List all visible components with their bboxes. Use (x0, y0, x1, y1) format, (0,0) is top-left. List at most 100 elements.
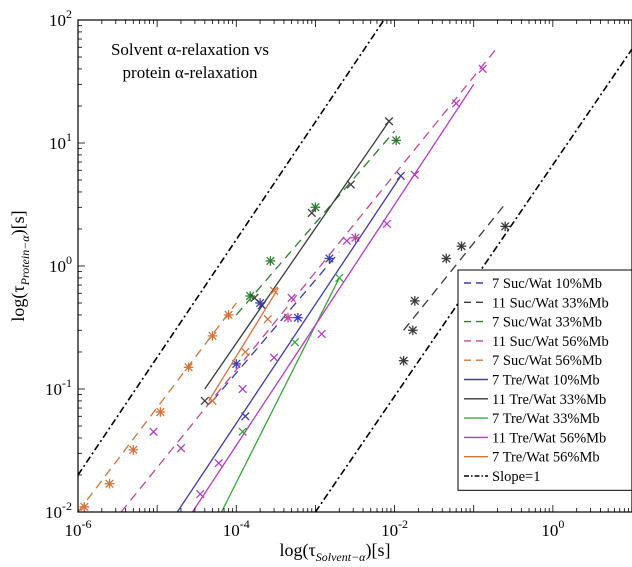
series-7-suc-wat-56-mb (78, 302, 237, 512)
fit-line-7-tre-wat-10-mb (176, 175, 402, 512)
point-stroke (238, 384, 247, 394)
legend-label: 7 Tre/Wat 10%Mb (492, 373, 600, 389)
data-point (396, 171, 406, 181)
legend-label: 7 Tre/Wat 33%Mb (492, 411, 600, 427)
data-point (350, 232, 361, 243)
fit-line-7-tre-wat-56-mb (208, 287, 279, 402)
series-11-suc-wat-56-mb (120, 46, 499, 512)
series-7-tre-wat-10-mb (176, 171, 406, 512)
data-point (208, 396, 217, 406)
point-stroke (250, 293, 259, 303)
legend-label: 7 Suc/Wat 56%Mb (492, 353, 602, 369)
point-stroke (287, 293, 296, 303)
data-point (207, 331, 218, 341)
data-point (269, 286, 279, 295)
point-stroke (241, 412, 250, 421)
data-point (307, 208, 317, 218)
data-point (500, 221, 511, 232)
point-stroke (451, 99, 461, 108)
data-point (183, 362, 194, 373)
data-point (441, 253, 452, 264)
point-stroke (307, 208, 317, 218)
data-point (269, 353, 279, 362)
point-stroke (335, 273, 344, 283)
legend-label: Slope=1 (492, 469, 540, 485)
data-point (407, 325, 418, 336)
data-point (241, 347, 250, 357)
point-stroke (410, 170, 420, 180)
data-point (451, 99, 461, 108)
annotation-line: Solvent α-relaxation vs (111, 40, 269, 59)
data-point (346, 180, 356, 189)
data-point (478, 64, 487, 74)
data-point (238, 427, 247, 436)
data-point (456, 241, 467, 251)
point-stroke (396, 171, 406, 181)
data-point (283, 312, 293, 323)
legend-label: 7 Tre/Wat 56%Mb (492, 450, 600, 466)
data-point (214, 458, 223, 468)
data-point (195, 489, 205, 499)
legend-label: 11 Tre/Wat 56%Mb (492, 430, 606, 446)
data-point (241, 412, 250, 421)
data-point (310, 202, 321, 213)
data-point (293, 312, 303, 323)
legend-label: 11 Suc/Wat 56%Mb (492, 334, 609, 350)
point-stroke (290, 337, 300, 347)
series-slope-1 (78, 20, 385, 476)
point-stroke (208, 396, 217, 406)
data-point (155, 407, 166, 417)
point-stroke (317, 329, 326, 339)
fit-line-7-tre-wat-33-mb (220, 277, 340, 512)
x-tick-label: 10-6 (65, 517, 92, 540)
point-stroke (382, 219, 392, 229)
point-stroke (384, 117, 394, 126)
legend-label: 11 Suc/Wat 33%Mb (492, 295, 609, 311)
axes: 10-6 10-4 10-2 100 10-2 10-1 100 101 102 log(τSol… (8, 7, 632, 564)
x-tick-label: 100 (541, 517, 564, 540)
legend: 7 Suc/Wat 10%Mb 11 Suc/Wat 33%Mb 7 Suc/Wat… (457, 269, 632, 491)
data-point (290, 337, 300, 347)
data-point (287, 293, 296, 303)
point-stroke (269, 353, 279, 362)
series-11-tre-wat-33-mb (200, 117, 394, 406)
y-tick-label: 101 (49, 130, 72, 153)
fit-line-7-suc-wat-10-mb (212, 251, 340, 402)
data-point (391, 135, 402, 146)
data-point (250, 293, 259, 303)
data-point (382, 219, 392, 229)
point-stroke (241, 347, 250, 357)
data-point (317, 329, 326, 339)
data-point (238, 384, 247, 394)
fit-line-slope-1 (78, 20, 385, 476)
point-stroke (342, 236, 352, 246)
point-stroke (149, 427, 158, 436)
series-7-tre-wat-33-mb (220, 273, 344, 512)
point-stroke (238, 427, 247, 436)
point-stroke (269, 286, 279, 295)
fit-line-11-tre-wat-56-mb (191, 83, 475, 512)
series-7-suc-wat-10-mb (212, 251, 340, 402)
data-point (149, 427, 158, 436)
legend-label: 11 Tre/Wat 33%Mb (492, 392, 606, 408)
point-stroke (263, 314, 273, 324)
y-tick-label: 10-1 (45, 376, 72, 399)
legend-label: 7 Suc/Wat 10%Mb (492, 276, 602, 292)
data-point (200, 396, 210, 406)
legend-label: 7 Suc/Wat 33%Mb (492, 315, 602, 331)
data-point (263, 314, 273, 324)
point-stroke (478, 64, 487, 74)
point-stroke (195, 489, 205, 499)
data-point (128, 445, 139, 455)
x-tick-label: 10-2 (381, 517, 408, 540)
x-tick-label: 10-4 (223, 517, 250, 540)
plot-area (78, 20, 632, 512)
annotation-line: protein α-relaxation (123, 63, 258, 82)
data-point (335, 273, 344, 283)
point-stroke (200, 396, 210, 406)
annotation: Solvent α-relaxation vs protein α-relaxat… (111, 40, 269, 82)
data-point (223, 310, 234, 320)
data-point (176, 443, 186, 453)
data-point (384, 117, 394, 126)
fit-line-11-tre-wat-33-mb (204, 120, 390, 390)
